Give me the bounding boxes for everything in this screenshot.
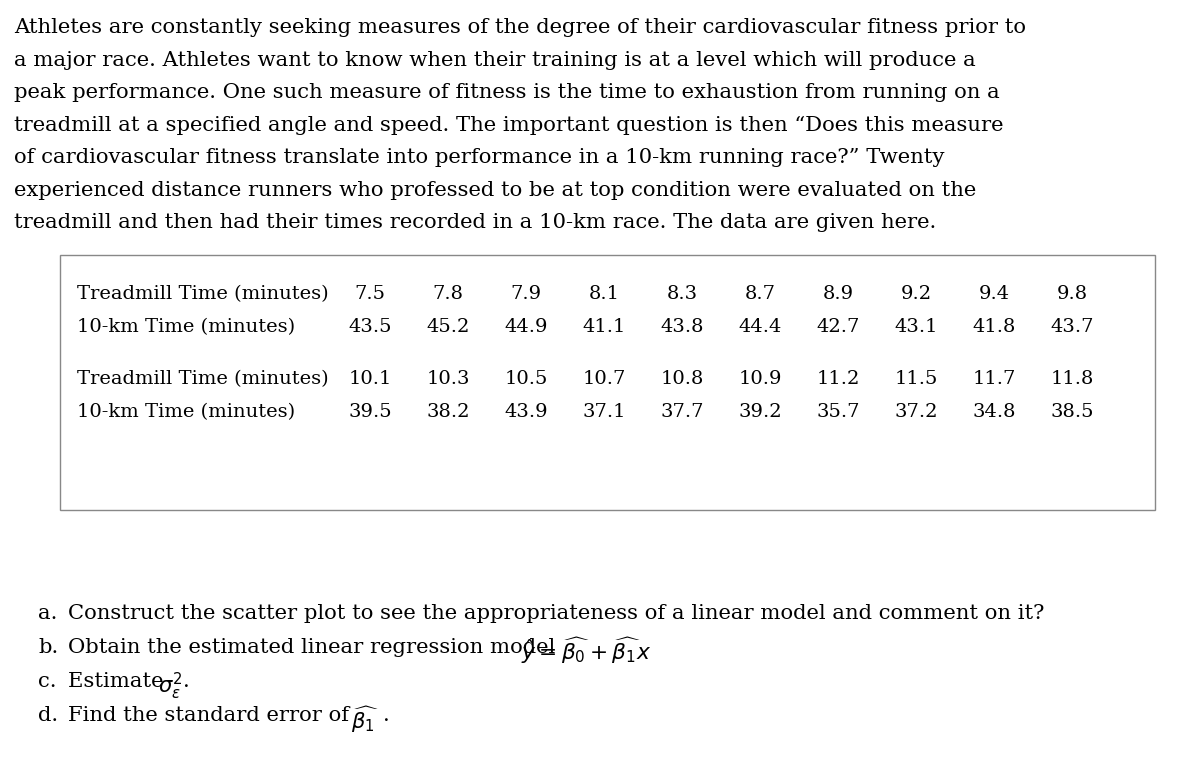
Text: 9.8: 9.8	[1056, 285, 1087, 303]
Text: 9.2: 9.2	[900, 285, 931, 303]
Text: 43.9: 43.9	[504, 403, 548, 421]
Text: 43.5: 43.5	[348, 318, 391, 336]
Text: 37.7: 37.7	[660, 403, 703, 421]
FancyBboxPatch shape	[60, 255, 1154, 510]
Text: 7.8: 7.8	[432, 285, 463, 303]
Text: 43.7: 43.7	[1050, 318, 1093, 336]
Text: .: .	[182, 672, 190, 691]
Text: experienced distance runners who professed to be at top condition were evaluated: experienced distance runners who profess…	[14, 181, 977, 199]
Text: 38.2: 38.2	[426, 403, 469, 421]
Text: c.: c.	[38, 672, 56, 691]
Text: Obtain the estimated linear regression model: Obtain the estimated linear regression m…	[68, 638, 562, 657]
Text: 10-km Time (minutes): 10-km Time (minutes)	[77, 318, 295, 336]
Text: Treadmill Time (minutes): Treadmill Time (minutes)	[77, 285, 329, 303]
Text: 41.8: 41.8	[972, 318, 1015, 336]
Text: 9.4: 9.4	[978, 285, 1009, 303]
Text: 11.2: 11.2	[816, 370, 859, 388]
Text: 44.4: 44.4	[738, 318, 781, 336]
Text: d.: d.	[38, 706, 58, 725]
Text: Treadmill Time (minutes): Treadmill Time (minutes)	[77, 370, 329, 388]
Text: Construct the scatter plot to see the appropriateness of a linear model and comm: Construct the scatter plot to see the ap…	[68, 604, 1044, 623]
Text: 34.8: 34.8	[972, 403, 1015, 421]
Text: 8.9: 8.9	[822, 285, 853, 303]
Text: 8.7: 8.7	[744, 285, 775, 303]
Text: 7.5: 7.5	[354, 285, 385, 303]
Text: 10.8: 10.8	[660, 370, 703, 388]
Text: a major race. Athletes want to know when their training is at a level which will: a major race. Athletes want to know when…	[14, 51, 976, 69]
Text: 37.1: 37.1	[582, 403, 625, 421]
Text: 8.1: 8.1	[588, 285, 619, 303]
Text: Athletes are constantly seeking measures of the degree of their cardiovascular f: Athletes are constantly seeking measures…	[14, 18, 1026, 37]
Text: peak performance. One such measure of fitness is the time to exhaustion from run: peak performance. One such measure of fi…	[14, 83, 1000, 102]
Text: 42.7: 42.7	[816, 318, 859, 336]
Text: 45.2: 45.2	[426, 318, 469, 336]
Text: 39.5: 39.5	[348, 403, 392, 421]
Text: 39.2: 39.2	[738, 403, 782, 421]
Text: 10.9: 10.9	[738, 370, 781, 388]
Text: 10-km Time (minutes): 10-km Time (minutes)	[77, 403, 295, 421]
Text: .: .	[383, 706, 390, 725]
Text: 38.5: 38.5	[1050, 403, 1093, 421]
Text: 7.9: 7.9	[510, 285, 541, 303]
Text: 11.7: 11.7	[972, 370, 1015, 388]
Text: 10.5: 10.5	[504, 370, 547, 388]
Text: Estimate: Estimate	[68, 672, 170, 691]
Text: 37.2: 37.2	[894, 403, 937, 421]
Text: 41.1: 41.1	[582, 318, 625, 336]
Text: of cardiovascular fitness translate into performance in a 10-km running race?” T: of cardiovascular fitness translate into…	[14, 148, 944, 167]
Text: 35.7: 35.7	[816, 403, 859, 421]
Text: 10.7: 10.7	[582, 370, 625, 388]
Text: $\hat{y} = \widehat{\beta_0} + \widehat{\beta_1}x$: $\hat{y} = \widehat{\beta_0} + \widehat{…	[521, 636, 652, 666]
Text: 10.1: 10.1	[348, 370, 391, 388]
Text: treadmill and then had their times recorded in a 10-km race. The data are given : treadmill and then had their times recor…	[14, 213, 936, 232]
Text: 8.3: 8.3	[666, 285, 697, 303]
Text: 44.9: 44.9	[504, 318, 547, 336]
Text: 11.8: 11.8	[1050, 370, 1093, 388]
Text: 10.3: 10.3	[426, 370, 469, 388]
Text: Find the standard error of: Find the standard error of	[68, 706, 356, 725]
Text: 43.8: 43.8	[660, 318, 703, 336]
Text: b.: b.	[38, 638, 59, 657]
Text: 43.1: 43.1	[894, 318, 937, 336]
Text: $\sigma_\varepsilon^2$: $\sigma_\varepsilon^2$	[158, 671, 182, 702]
Text: 11.5: 11.5	[894, 370, 937, 388]
Text: treadmill at a specified angle and speed. The important question is then “Does t: treadmill at a specified angle and speed…	[14, 115, 1003, 135]
Text: a.: a.	[38, 604, 58, 623]
Text: $\widehat{\beta_1}$: $\widehat{\beta_1}$	[352, 705, 379, 735]
